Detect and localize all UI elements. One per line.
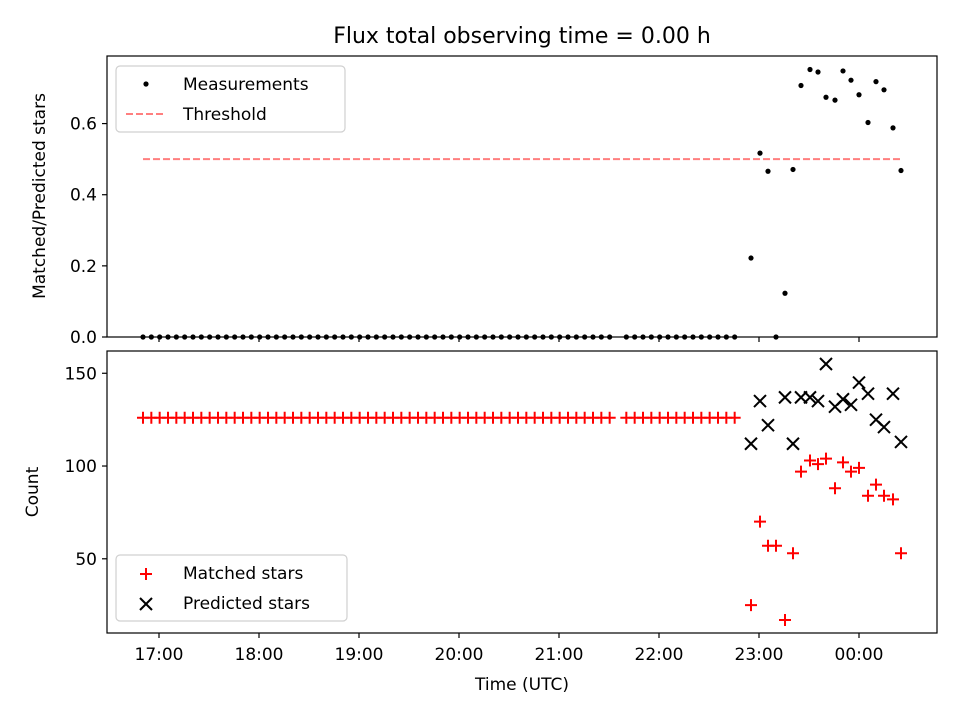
matched-star-point — [804, 454, 816, 467]
bottom-panel: 17:00 18:00 19:00 20:00 21:00 22:00 23:00 00:00… — [23, 350, 938, 695]
legend-matched-label: Matched stars — [183, 564, 303, 584]
chart-title: Flux total observing time = 0.00 h — [333, 24, 711, 49]
bottom-legend: Matched stars Predicted stars — [115, 554, 348, 622]
top-panel: 0.0 0.2 0.4 0.6 Matched/Predicted stars Mea… — [30, 55, 938, 348]
predicted-star-point — [886, 386, 900, 401]
measurement-point — [832, 97, 838, 103]
matched-star-point — [845, 465, 857, 478]
x-tick-label: 21:00 — [535, 645, 584, 665]
matched-star-point — [754, 515, 766, 528]
matched-star-point — [887, 493, 899, 506]
matched-star-point — [812, 458, 824, 471]
top-y-tick-label: 0.0 — [70, 328, 97, 348]
measurement-point — [848, 77, 854, 83]
legend-matched-marker — [140, 568, 152, 580]
matched-star-point — [878, 489, 890, 502]
measurement-point — [798, 82, 804, 89]
measurement-point — [898, 167, 904, 174]
predicted-star-point — [844, 398, 858, 412]
predicted-star-point — [861, 386, 875, 401]
matched-star-point — [870, 478, 882, 491]
measurement-point — [856, 92, 862, 98]
matched-star-point — [895, 547, 907, 560]
matched-star-point — [829, 482, 841, 495]
bottom-legend-frame — [115, 554, 348, 622]
predicted-star-point — [786, 437, 800, 451]
x-tick-label: 00:00 — [835, 645, 884, 665]
x-tick-label: 23:00 — [735, 645, 784, 665]
bottom-y-tick-label: 50 — [75, 550, 97, 570]
matched-star-point — [837, 456, 849, 469]
legend-threshold-label: Threshold — [182, 105, 267, 125]
legend-measurements-marker — [143, 81, 149, 87]
measurement-point — [757, 150, 763, 156]
x-tick-label: 22:00 — [635, 645, 684, 665]
measurement-point — [881, 87, 887, 93]
matched-star-point — [853, 461, 865, 474]
top-plot-area — [140, 66, 904, 340]
matched-star-point — [795, 465, 807, 478]
predicted-star-point — [811, 394, 825, 408]
x-tick-label: 20:00 — [435, 645, 484, 665]
matched-star-point — [779, 614, 791, 627]
x-axis-label: Time (UTC) — [474, 675, 569, 695]
measurement-point — [840, 68, 846, 74]
predicted-star-point — [877, 420, 891, 434]
measurement-point — [815, 69, 821, 75]
measurement-point — [765, 168, 771, 174]
legend-measurements-label: Measurements — [183, 75, 309, 95]
top-y-axis-label: Matched/Predicted stars — [30, 93, 50, 299]
x-tick-label: 18:00 — [235, 645, 284, 665]
bottom-y-tick-label: 150 — [65, 364, 97, 384]
predicted-star-point — [778, 390, 792, 405]
predicted-star-point — [744, 437, 758, 451]
top-legend-frame — [115, 65, 346, 133]
predicted-star-point — [753, 394, 767, 408]
measurement-point — [823, 94, 829, 100]
measurement-point — [790, 166, 796, 173]
matched-star-point — [770, 539, 782, 552]
predicted-star-point — [803, 390, 817, 405]
top-legend: Measurements Threshold — [115, 65, 346, 133]
predicted-star-point — [836, 392, 850, 406]
measurement-point — [865, 119, 871, 126]
matched-star-point — [820, 452, 832, 465]
top-y-tick-label: 0.4 — [70, 186, 97, 206]
matched-star-point — [862, 489, 874, 502]
measurement-point — [748, 255, 754, 261]
legend-predicted-marker — [139, 597, 153, 611]
top-y-tick-label: 0.2 — [70, 257, 97, 277]
predicted-star-point — [761, 418, 775, 432]
bottom-axes: 17:00 18:00 19:00 20:00 21:00 22:00 23:00 00:00… — [65, 350, 938, 665]
bottom-axes-frame — [106, 350, 938, 634]
measurement-point — [782, 290, 788, 296]
top-axes-frame — [106, 55, 938, 338]
legend-predicted-label: Predicted stars — [183, 594, 310, 614]
measurement-point — [890, 125, 896, 131]
predicted-star-point — [819, 357, 833, 371]
matched-star-point — [728, 411, 741, 424]
measurement-point — [807, 66, 813, 73]
x-tick-label: 19:00 — [335, 645, 384, 665]
matched-star-point — [745, 599, 757, 612]
measurement-point — [873, 79, 879, 85]
bottom-y-axis-label: Count — [23, 466, 43, 517]
bottom-plot-area — [137, 357, 908, 627]
matched-star-point — [787, 547, 799, 560]
top-axes: 0.0 0.2 0.4 0.6 — [70, 55, 938, 348]
x-tick-label: 17:00 — [135, 645, 184, 665]
top-y-tick-label: 0.6 — [70, 115, 97, 135]
matched-star-point — [603, 411, 616, 424]
predicted-star-point — [852, 375, 866, 390]
predicted-star-point — [894, 435, 908, 449]
bottom-y-tick-label: 100 — [65, 457, 97, 477]
